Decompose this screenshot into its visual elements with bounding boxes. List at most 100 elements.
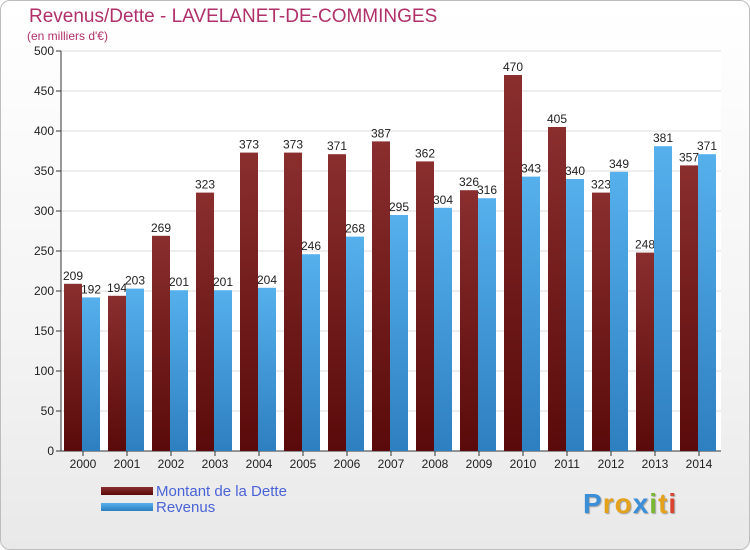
data-label-dette: 209: [63, 269, 83, 283]
x-tick-label: 2002: [158, 457, 185, 471]
logo-letter: i: [668, 488, 678, 519]
x-tick-label: 2006: [334, 457, 361, 471]
legend-label-revenus: Revenus: [156, 499, 216, 516]
y-tick-label: 250: [34, 244, 54, 258]
bar-dette: [680, 165, 698, 451]
x-tick-label: 2008: [422, 457, 449, 471]
bar-revenus: [434, 207, 452, 451]
y-tick-label: 0: [47, 444, 54, 458]
bar-dette: [372, 141, 390, 451]
data-label-revenus: 316: [477, 183, 497, 197]
data-label-revenus: 204: [257, 273, 277, 287]
bar-dette: [636, 252, 654, 451]
data-label-revenus: 304: [433, 193, 453, 207]
y-tick-label: 100: [34, 364, 54, 378]
bar-dette: [108, 295, 126, 451]
logo-letter: x: [632, 488, 650, 519]
bar-dette: [240, 152, 258, 451]
legend-swatch-revenus: [101, 503, 153, 511]
logo-letter: t: [658, 488, 669, 519]
bar-dette: [460, 190, 478, 451]
data-label-dette: 405: [547, 112, 567, 126]
chart-title: Revenus/Dette - LAVELANET-DE-COMMINGES: [29, 6, 438, 27]
data-label-revenus: 340: [565, 164, 585, 178]
y-tick-label: 50: [41, 404, 55, 418]
x-tick-label: 2001: [114, 457, 141, 471]
bar-revenus: [566, 179, 584, 451]
bar-dette: [196, 192, 214, 451]
chart-subtitle: (en milliers d'€): [27, 29, 108, 43]
data-label-revenus: 201: [169, 275, 189, 289]
bar-revenus: [654, 146, 672, 451]
bar-revenus: [698, 154, 716, 451]
bar-revenus: [126, 288, 144, 451]
bar-revenus: [214, 290, 232, 451]
logo-letter: o: [614, 488, 633, 519]
data-label-revenus: 371: [697, 139, 717, 153]
y-tick-label: 500: [34, 44, 54, 58]
bar-dette: [328, 154, 346, 451]
y-tick-label: 450: [34, 84, 54, 98]
data-label-revenus: 201: [213, 275, 233, 289]
x-tick-label: 2014: [686, 457, 713, 471]
bar-revenus: [258, 287, 276, 451]
bar-revenus: [170, 290, 188, 451]
y-tick-label: 300: [34, 204, 54, 218]
x-tick-label: 2010: [510, 457, 537, 471]
x-tick-label: 2005: [290, 457, 317, 471]
bar-dette: [152, 235, 170, 451]
data-label-revenus: 295: [389, 200, 409, 214]
bar-revenus: [346, 236, 364, 451]
data-label-dette: 373: [283, 138, 303, 152]
data-label-dette: 357: [679, 150, 699, 164]
legend-label-dette: Montant de la Dette: [156, 483, 287, 500]
x-tick-label: 2012: [598, 457, 625, 471]
x-tick-label: 2004: [246, 457, 273, 471]
bar-dette: [416, 161, 434, 451]
data-label-revenus: 349: [609, 157, 629, 171]
data-label-revenus: 268: [345, 222, 365, 236]
logo-letter: r: [602, 488, 615, 519]
y-tick-label: 200: [34, 284, 54, 298]
x-tick-label: 2003: [202, 457, 229, 471]
data-label-dette: 362: [415, 146, 435, 160]
data-label-revenus: 246: [301, 239, 321, 253]
bar-dette: [592, 192, 610, 451]
legend-swatch-dette: [101, 487, 153, 495]
data-label-revenus: 381: [653, 131, 673, 145]
bar-revenus: [610, 171, 628, 452]
data-label-dette: 373: [239, 138, 259, 152]
logo-letter: i: [649, 488, 659, 519]
data-label-revenus: 192: [81, 282, 101, 296]
bar-revenus: [82, 297, 100, 451]
bar-revenus: [478, 198, 496, 451]
y-tick-label: 150: [34, 324, 54, 338]
x-tick-label: 2013: [642, 457, 669, 471]
data-label-dette: 387: [371, 126, 391, 140]
data-label-dette: 323: [195, 178, 215, 192]
data-label-dette: 269: [151, 221, 171, 235]
data-label-dette: 248: [635, 238, 655, 252]
y-tick-label: 350: [34, 164, 54, 178]
data-label-dette: 323: [591, 178, 611, 192]
bar-revenus: [522, 176, 540, 451]
bar-dette: [284, 152, 302, 451]
x-tick-label: 2007: [378, 457, 405, 471]
bar-dette: [548, 127, 566, 451]
bar-dette: [504, 75, 522, 451]
bar-revenus: [302, 254, 320, 451]
data-label-dette: 326: [459, 175, 479, 189]
bar-revenus: [390, 215, 408, 451]
logo-letter: P: [583, 488, 603, 519]
x-tick-label: 2000: [70, 457, 97, 471]
data-label-dette: 194: [107, 281, 127, 295]
data-label-revenus: 343: [521, 162, 541, 176]
y-tick-label: 400: [34, 124, 54, 138]
x-tick-label: 2009: [466, 457, 493, 471]
data-label-revenus: 203: [125, 274, 145, 288]
x-tick-label: 2011: [554, 457, 580, 471]
proxiti-logo: Proxiti: [583, 488, 677, 520]
data-label-dette: 371: [327, 139, 347, 153]
